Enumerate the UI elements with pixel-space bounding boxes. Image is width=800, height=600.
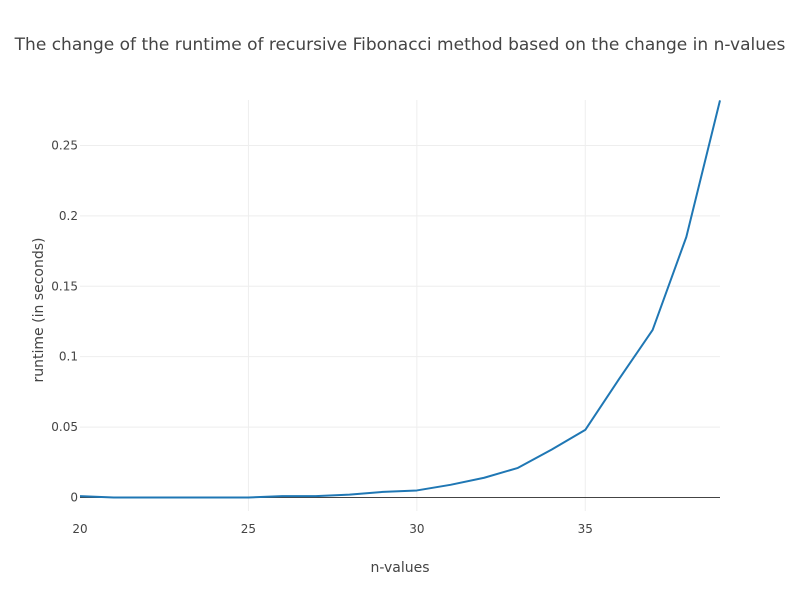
- y-tick-label: 0.2: [59, 209, 78, 223]
- y-tick-label: 0: [70, 490, 78, 504]
- x-tick-label: 20: [72, 522, 87, 536]
- y-tick-label: 0.1: [59, 350, 78, 364]
- grid-layer: [80, 100, 720, 511]
- series-line: [79, 100, 721, 499]
- y-tick-label: 0.15: [51, 279, 78, 293]
- x-tick-label: 30: [409, 522, 424, 536]
- y-tick-label: 0.25: [51, 138, 78, 152]
- tick-layer: 20 25 30 35 0 0.05 0.1 0.15 0.2 0.25: [51, 138, 593, 536]
- chart-title: The change of the runtime of recursive F…: [14, 35, 786, 55]
- y-axis-title: runtime (in seconds): [31, 238, 47, 383]
- x-tick-label: 35: [578, 522, 593, 536]
- y-tick-label: 0.05: [51, 420, 78, 434]
- x-tick-label: 25: [241, 522, 256, 536]
- series-layer: [79, 100, 721, 499]
- x-axis-title: n-values: [370, 560, 429, 576]
